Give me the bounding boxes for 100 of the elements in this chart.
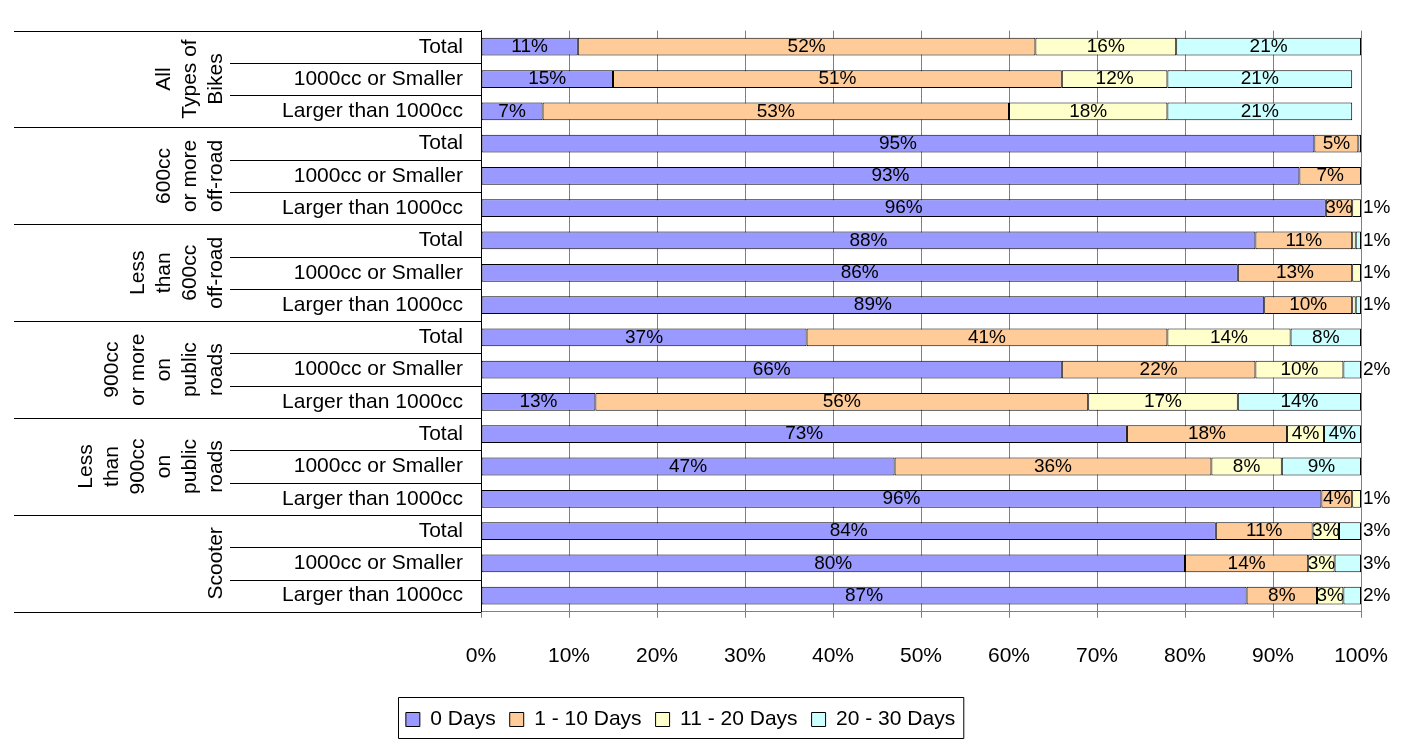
x-tick-label: 40% xyxy=(811,643,855,667)
data-label: 18% xyxy=(1069,99,1108,121)
data-label: 15% xyxy=(528,67,567,89)
data-label: 36% xyxy=(1033,454,1073,476)
data-label: 3% xyxy=(1363,551,1391,573)
data-label: 4% xyxy=(1291,422,1320,444)
data-label: 88% xyxy=(849,228,888,250)
x-tick-label: 30% xyxy=(723,643,767,667)
text: 900cc or more on public roads xyxy=(98,333,226,406)
text: Scooter xyxy=(202,527,226,600)
data-label: 22% xyxy=(1139,357,1178,379)
x-tick-label: 60% xyxy=(987,643,1031,667)
data-label: 10% xyxy=(1280,357,1319,379)
data-label: 53% xyxy=(756,99,795,121)
x-tick-label: 100% xyxy=(1334,643,1388,667)
data-label: 21% xyxy=(1240,99,1279,121)
y-tick-label: Total xyxy=(418,517,463,541)
y-tick-label: 1000cc or Smaller xyxy=(293,162,463,186)
data-label: 8% xyxy=(1232,454,1261,476)
data-label: 11% xyxy=(1245,519,1283,541)
data-label: 80% xyxy=(814,551,853,573)
data-label: 1% xyxy=(1363,196,1391,218)
data-label: 3% xyxy=(1316,583,1345,605)
y-tick-label: Larger than 1000cc xyxy=(282,485,463,509)
data-label: 14% xyxy=(1227,551,1266,573)
y-tick-label: Larger than 1000cc xyxy=(282,98,463,122)
legend-label: 20 - 30 Days xyxy=(836,706,956,730)
data-label: 1% xyxy=(1363,228,1391,250)
data-label: 2% xyxy=(1363,357,1391,379)
data-label: 10% xyxy=(1289,293,1328,315)
data-label: 89% xyxy=(853,293,892,315)
y-tick-label: 1000cc or Smaller xyxy=(293,65,463,89)
data-label: 1% xyxy=(1363,261,1391,282)
data-label: 3% xyxy=(1312,519,1340,541)
text: 600cc or more off-road xyxy=(150,139,226,213)
x-tick-label: 90% xyxy=(1251,643,1295,667)
y-tick-label: 1000cc or Smaller xyxy=(293,259,463,283)
x-tick-label: 20% xyxy=(635,643,679,667)
y-tick-label: Larger than 1000cc xyxy=(282,291,463,315)
data-label: 21% xyxy=(1249,34,1288,56)
data-label: 52% xyxy=(787,34,826,56)
x-tick-label: 10% xyxy=(547,643,591,667)
text: Less than 600cc off-road xyxy=(124,236,226,309)
y-tick-label: Total xyxy=(418,130,463,154)
data-label: 87% xyxy=(845,583,884,605)
y-tick-label: Total xyxy=(418,421,463,445)
data-label: 96% xyxy=(882,487,921,509)
data-label: 12% xyxy=(1095,67,1134,89)
data-label: 56% xyxy=(822,390,861,412)
data-label: 3% xyxy=(1363,519,1391,541)
data-label: 95% xyxy=(878,131,918,153)
data-label: 41% xyxy=(967,325,1007,347)
data-label: 2% xyxy=(1363,583,1391,605)
data-label: 21% xyxy=(1240,67,1279,89)
data-label: 14% xyxy=(1280,390,1319,412)
y-tick-label: 1000cc or Smaller xyxy=(293,550,463,574)
x-tick-label: 80% xyxy=(1163,643,1207,667)
y-tick-label: Larger than 1000cc xyxy=(282,194,463,218)
y-tick-label: 1000cc or Smaller xyxy=(293,453,463,477)
y-tick-label: Total xyxy=(418,324,463,348)
data-label: 17% xyxy=(1143,390,1183,412)
y-tick-label: Total xyxy=(418,227,463,251)
data-label: 1% xyxy=(1363,293,1391,315)
y-tick-label: Larger than 1000cc xyxy=(282,388,463,412)
data-label: 96% xyxy=(884,196,923,218)
x-tick-label: 50% xyxy=(899,643,943,667)
data-label: 66% xyxy=(752,357,791,379)
data-label: 11% xyxy=(511,34,549,56)
data-label: 47% xyxy=(669,454,708,476)
data-label: 13% xyxy=(1275,261,1315,282)
data-label: 16% xyxy=(1086,34,1125,56)
legend-label: 0 Days xyxy=(430,706,496,730)
data-label: 4% xyxy=(1323,487,1351,509)
data-label: 18% xyxy=(1187,422,1227,444)
data-label: 1% xyxy=(1363,487,1391,509)
y-tick-label: 1000cc or Smaller xyxy=(293,356,463,380)
data-label: 73% xyxy=(785,422,824,444)
data-label: 4% xyxy=(1328,422,1357,444)
legend-label: 11 - 20 Days xyxy=(680,706,798,730)
data-label: 8% xyxy=(1312,325,1340,347)
x-tick-label: 0% xyxy=(465,643,497,667)
data-label: 86% xyxy=(840,261,879,282)
data-label: 5% xyxy=(1322,131,1351,153)
y-tick-label: Total xyxy=(418,33,463,57)
data-label: 11% xyxy=(1285,228,1323,250)
data-label: 14% xyxy=(1209,325,1249,347)
text: All Types of Bikes xyxy=(150,39,226,119)
data-label: 93% xyxy=(871,164,910,186)
data-label: 84% xyxy=(829,519,868,541)
data-label: 8% xyxy=(1268,583,1296,605)
data-label: 37% xyxy=(625,325,664,347)
y-tick-label: Larger than 1000cc xyxy=(282,582,463,606)
data-label: 51% xyxy=(818,67,857,89)
legend-label: 1 - 10 Days xyxy=(534,706,642,730)
text: Less than 900cc on public roads xyxy=(72,438,226,495)
data-label: 7% xyxy=(1316,164,1345,186)
x-tick-label: 70% xyxy=(1075,643,1119,667)
data-label: 13% xyxy=(519,390,558,412)
data-label: 7% xyxy=(498,99,526,121)
data-label: 9% xyxy=(1307,454,1336,476)
